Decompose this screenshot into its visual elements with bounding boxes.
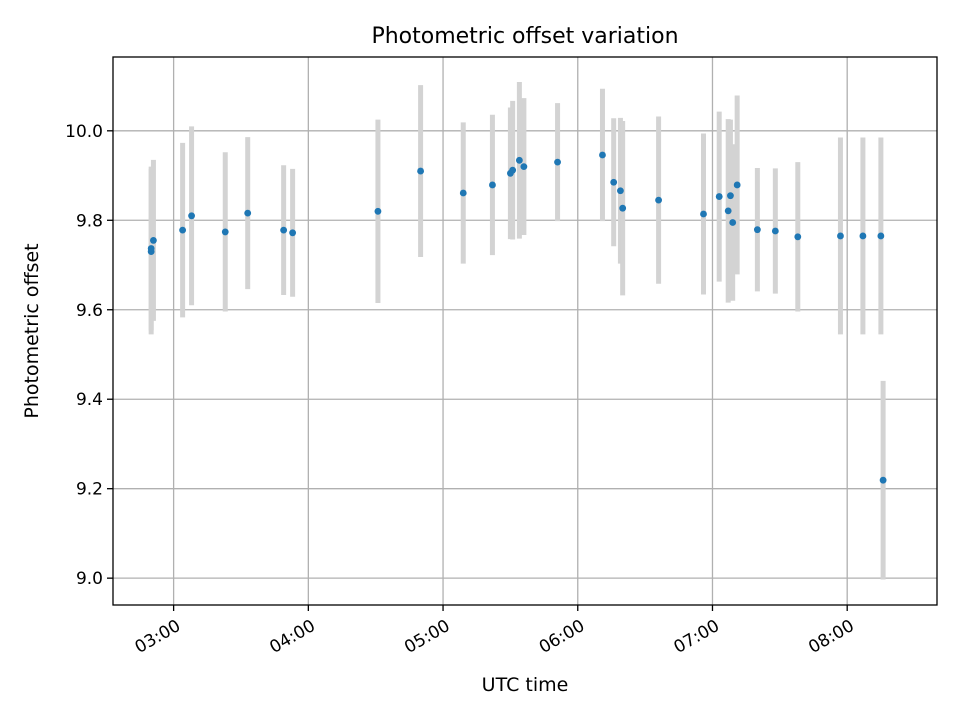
data-point — [859, 232, 867, 240]
data-point — [879, 476, 887, 484]
data-point — [715, 193, 723, 200]
data-point — [771, 227, 779, 235]
y-axis-ticks: 9.0 9.2 9.4 9.6 9.8 10.0 — [65, 122, 113, 589]
data-point — [753, 226, 761, 234]
data-points — [147, 151, 887, 484]
data-point — [700, 210, 707, 218]
data-point — [417, 167, 424, 175]
data-point — [554, 158, 561, 166]
data-point — [489, 181, 496, 189]
x-axis-label: UTC time — [482, 674, 569, 696]
data-point — [837, 232, 844, 240]
plot-frame — [112, 56, 938, 606]
y-tick-label: 9.0 — [76, 569, 103, 589]
data-point — [150, 237, 157, 244]
y-tick-label: 9.4 — [76, 390, 103, 410]
data-point — [188, 212, 195, 220]
data-point — [374, 207, 382, 215]
data-point — [221, 228, 229, 236]
data-point — [733, 181, 741, 189]
data-point — [280, 226, 288, 234]
data-point — [289, 229, 297, 237]
data-point — [794, 233, 802, 241]
y-axis-label: Photometric offset — [21, 243, 43, 418]
y-tick-label: 9.8 — [76, 211, 103, 231]
data-point — [459, 189, 467, 197]
data-point — [724, 207, 732, 215]
data-point — [619, 204, 627, 212]
data-point — [509, 166, 517, 174]
y-tick-label: 9.6 — [76, 301, 103, 321]
data-point — [655, 196, 662, 204]
data-point — [520, 163, 528, 171]
data-point — [877, 232, 885, 240]
chart-title: Photometric offset variation — [371, 24, 678, 49]
y-tick-label: 10.0 — [65, 122, 103, 142]
y-tick-label: 9.2 — [76, 480, 103, 500]
data-point — [147, 245, 155, 252]
data-point — [599, 151, 606, 159]
data-point — [515, 156, 523, 164]
data-point — [617, 187, 624, 195]
data-point — [244, 209, 252, 217]
data-point — [610, 178, 618, 186]
data-point — [179, 226, 187, 234]
data-point — [727, 192, 734, 200]
data-point — [729, 219, 737, 226]
